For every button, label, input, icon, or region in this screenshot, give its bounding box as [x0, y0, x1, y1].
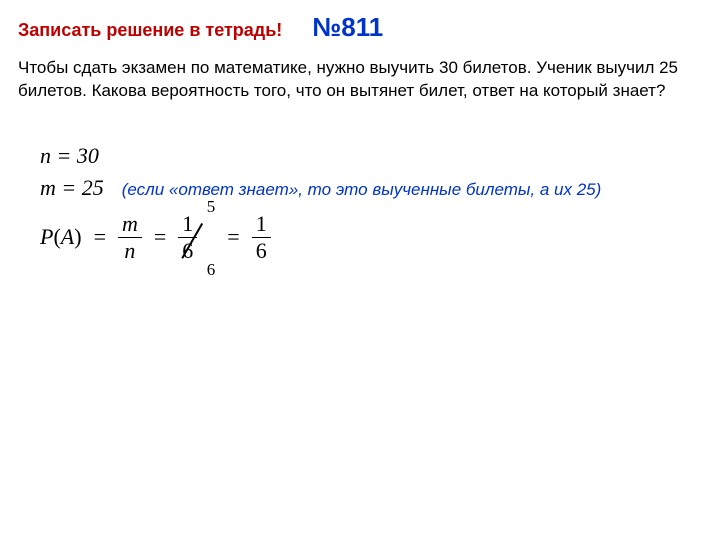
fraction-mn: m n — [118, 213, 142, 262]
equals-1: = — [94, 224, 106, 250]
instruction-text: Записать решение в тетрадь! — [18, 20, 282, 41]
given-m-row: m = 25 (если «ответ знает», то это выуче… — [40, 175, 702, 201]
given-m: m = 25 — [40, 175, 104, 201]
given-note: (если «ответ знает», то это выученные би… — [122, 180, 602, 200]
frac-mn-num: m — [118, 213, 142, 238]
frac-result-num: 1 — [252, 213, 271, 238]
fraction-reduced: 1 6 5 6 — [178, 213, 197, 262]
equals-3: = — [227, 224, 239, 250]
reduce-annotation-bottom: 6 — [207, 260, 216, 280]
frac-reduced-den: 6 — [178, 238, 197, 262]
problem-number: №811 — [312, 12, 383, 43]
probability-formula: P(A) = m n = 1 6 5 6 = 1 6 — [40, 213, 702, 262]
equals-2: = — [154, 224, 166, 250]
header: Записать решение в тетрадь! №811 — [18, 12, 702, 43]
frac-result-den: 6 — [252, 238, 271, 262]
formula-lhs: P(A) — [40, 224, 82, 250]
reduce-annotation-top: 5 — [207, 197, 216, 217]
symbol-A: A — [61, 224, 74, 249]
problem-statement: Чтобы сдать экзамен по математике, нужно… — [18, 57, 702, 103]
paren-open: ( — [53, 224, 60, 249]
given-n: n = 30 — [40, 143, 702, 169]
fraction-result: 1 6 — [252, 213, 271, 262]
frac-mn-den: n — [120, 238, 139, 262]
symbol-P: P — [40, 224, 53, 249]
paren-close: ) — [74, 224, 81, 249]
solution-block: n = 30 m = 25 (если «ответ знает», то эт… — [18, 143, 702, 262]
